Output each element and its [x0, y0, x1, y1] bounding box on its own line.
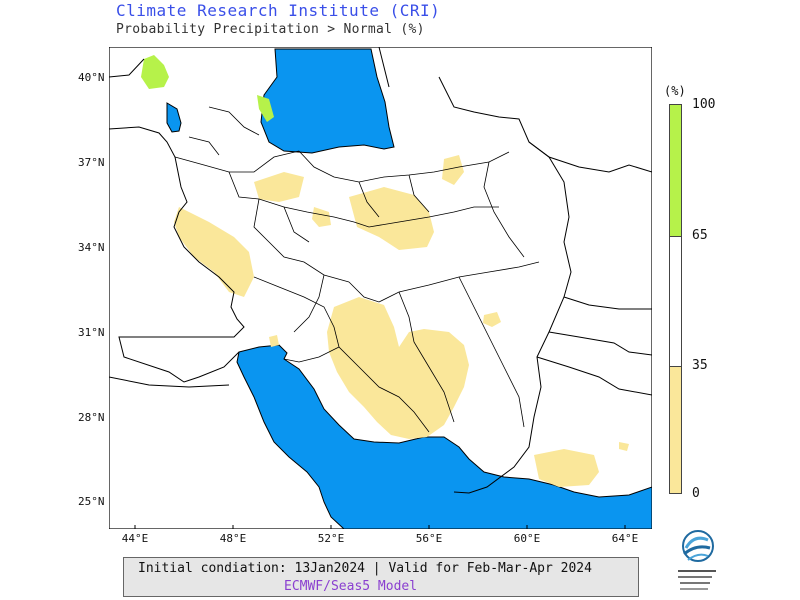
- legend-colorbar: [669, 104, 682, 494]
- lon-label-64: 64°E: [611, 532, 639, 545]
- legend-below-35: [670, 367, 681, 493]
- province-borders: [174, 106, 540, 433]
- legend-35-65: [670, 236, 681, 367]
- lon-label-60: 60°E: [513, 532, 541, 545]
- lake-urmia: [166, 102, 182, 133]
- caspian-sea: [260, 48, 395, 154]
- lon-label-48: 48°E: [219, 532, 247, 545]
- legend-tick-65: 65: [692, 228, 708, 243]
- info-box: Initial condiation: 13Jan2024 | Valid fo…: [123, 557, 639, 597]
- legend-tick-35: 35: [692, 358, 708, 373]
- graticule-ticks: [134, 525, 626, 529]
- legend-tick-0: 0: [692, 486, 700, 501]
- lat-label-25: 25°N: [78, 495, 105, 508]
- legend-tick-100: 100: [692, 97, 716, 112]
- forecast-map: [109, 47, 652, 529]
- page-title: Climate Research Institute (CRI): [116, 1, 441, 20]
- institute-logo-icon: [678, 530, 716, 590]
- lon-label-56: 56°E: [415, 532, 443, 545]
- lon-label-44: 44°E: [121, 532, 149, 545]
- lat-label-37: 37°N: [78, 156, 105, 169]
- lat-label-40: 40°N: [78, 71, 105, 84]
- lon-label-52: 52°E: [317, 532, 345, 545]
- persian-gulf-gulf-of-oman: [236, 344, 652, 529]
- model-name: ECMWF/Seas5 Model: [284, 579, 418, 594]
- initial-condition-text: Initial condiation: 13Jan2024 | Valid fo…: [138, 561, 592, 576]
- lat-label-31: 31°N: [78, 326, 105, 339]
- above-normal-areas: [141, 55, 274, 122]
- lat-label-34: 34°N: [78, 241, 105, 254]
- country-borders: [109, 47, 652, 494]
- legend-above-65: [670, 105, 681, 236]
- below-normal-areas: [174, 155, 629, 487]
- page-subtitle: Probability Precipitation > Normal (%): [116, 22, 425, 37]
- legend-unit: (%): [664, 84, 686, 98]
- lat-label-28: 28°N: [78, 411, 105, 424]
